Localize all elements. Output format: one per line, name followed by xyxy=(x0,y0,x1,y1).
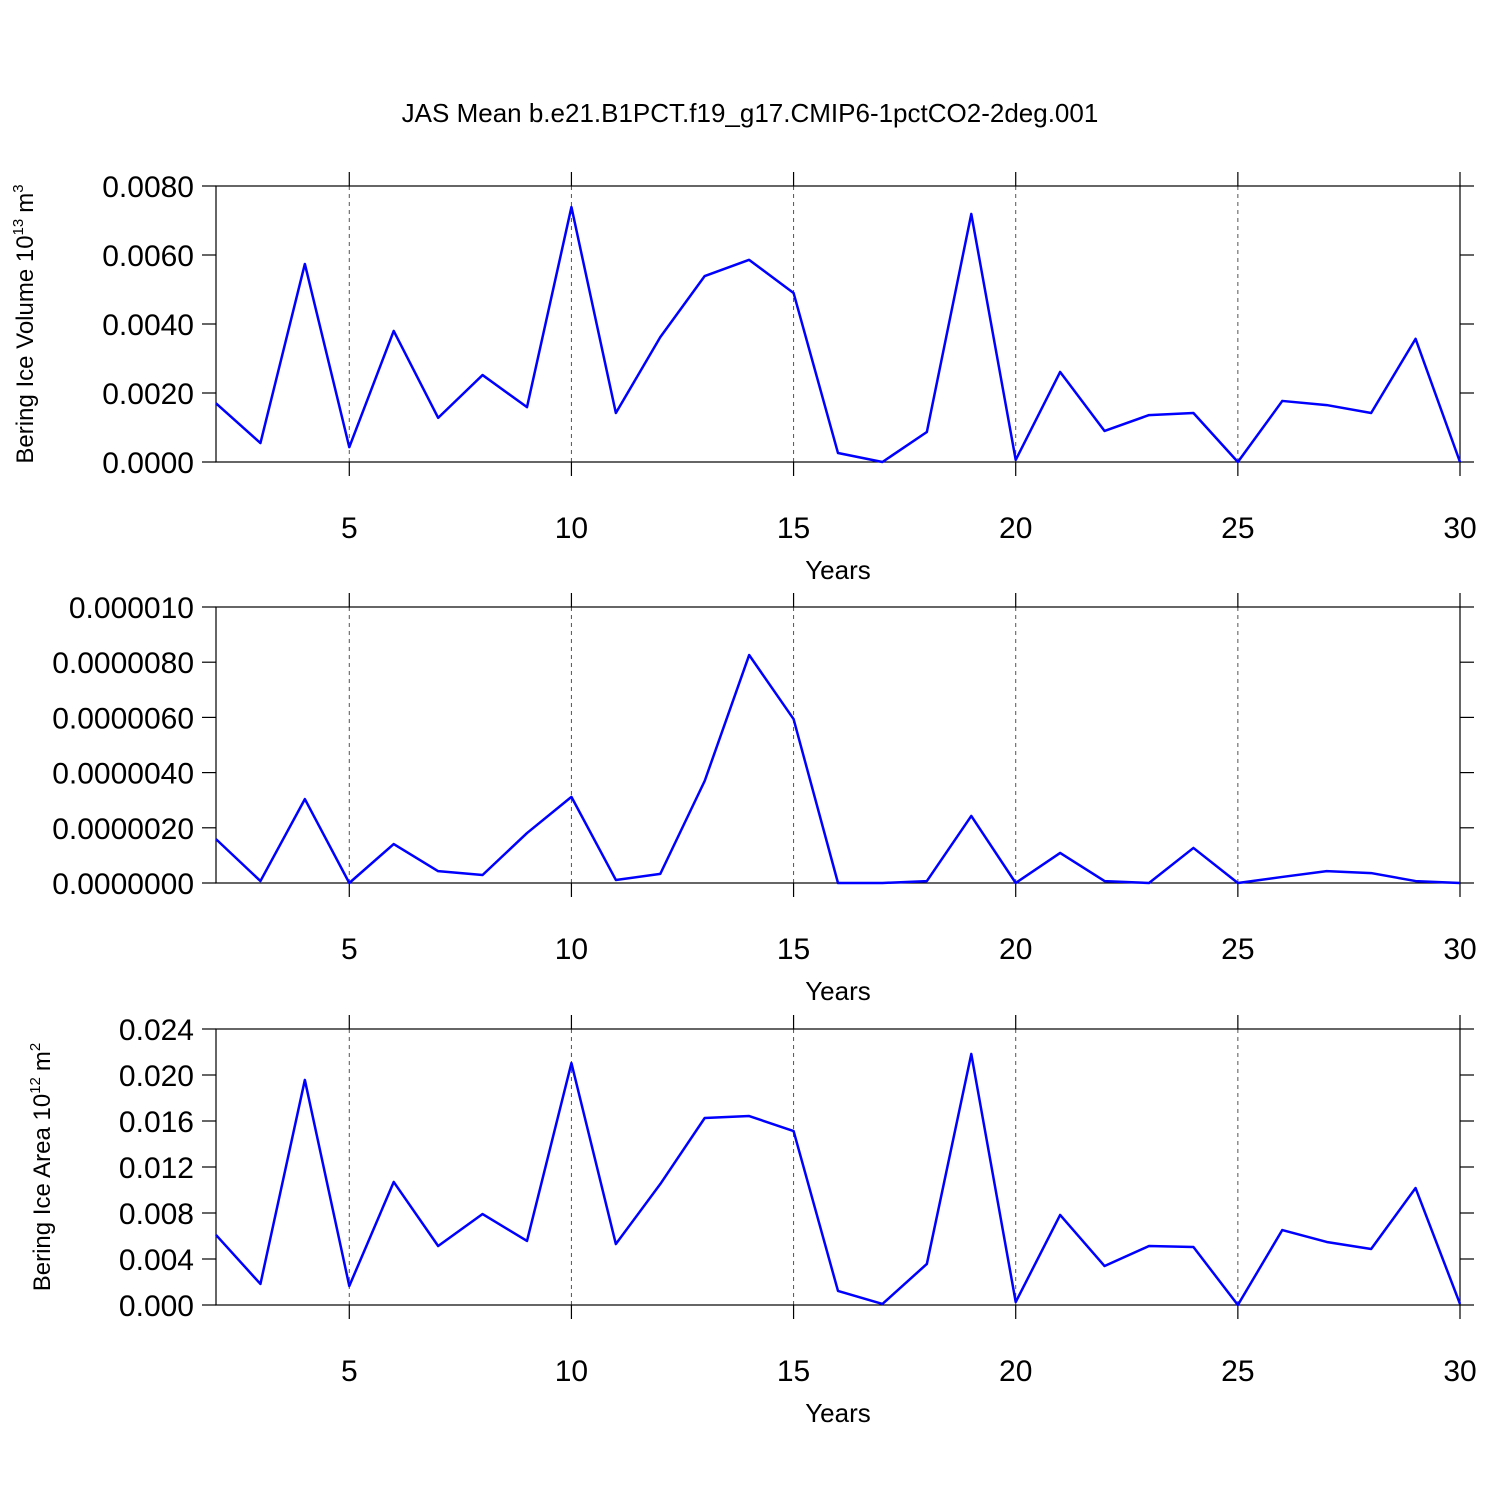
data-line xyxy=(215,653,1461,885)
y-tick-label: 0.000 xyxy=(119,1290,194,1323)
y-tick-label: 0.000010 xyxy=(69,592,194,625)
x-axis-label: Years xyxy=(805,555,871,585)
y-axis-label: Bering Ice Area 1012 m2 xyxy=(27,1043,56,1292)
y-axis-label-part: m xyxy=(29,1051,56,1071)
y-axis-label-sup: 2 xyxy=(27,1043,44,1051)
y-tick-label: 0.012 xyxy=(119,1152,194,1185)
y-tick-label: 0.0000060 xyxy=(52,702,194,735)
y-axis-label-part: m xyxy=(12,193,39,213)
y-tick-label: 0.020 xyxy=(119,1060,194,1093)
plot-frame xyxy=(215,1028,1461,1306)
x-tick-label: 10 xyxy=(555,1355,588,1388)
y-tick-label: 0.0000000 xyxy=(52,868,194,901)
y-tick-label: 0.0060 xyxy=(102,240,194,273)
y-axis-label-sup: 3 xyxy=(10,184,27,192)
y-axis-label-sup: 13 xyxy=(10,219,27,236)
x-tick-label: 10 xyxy=(555,512,588,545)
y-tick-label: 0.008 xyxy=(119,1198,194,1231)
x-tick-label: 20 xyxy=(999,1355,1032,1388)
x-tick-label: 20 xyxy=(999,512,1032,545)
data-line xyxy=(215,1052,1462,1307)
y-tick-label: 0.016 xyxy=(119,1106,194,1139)
y-tick-label: 0.0040 xyxy=(102,309,194,342)
x-tick-label: 30 xyxy=(1443,933,1476,966)
plot-frame xyxy=(215,606,1461,884)
y-axis-label-part: Bering Ice Area 10 xyxy=(29,1094,56,1291)
x-tick-label: 25 xyxy=(1221,1355,1254,1388)
x-tick-label: 30 xyxy=(1443,1355,1476,1388)
y-axis-label-part: Bering Ice Volume 10 xyxy=(12,235,39,463)
y-tick-label: 0.0000080 xyxy=(52,647,194,680)
y-axis-label: Bering Ice Volume 1013 m3 xyxy=(10,184,39,463)
y-axis-label-sup: 12 xyxy=(27,1077,44,1094)
x-tick-label: 25 xyxy=(1221,512,1254,545)
y-tick-label: 0.0020 xyxy=(102,378,194,411)
x-tick-label: 20 xyxy=(999,933,1032,966)
y-tick-label: 0.0000040 xyxy=(52,758,194,791)
x-tick-label: 5 xyxy=(341,933,358,966)
x-tick-label: 15 xyxy=(777,1355,810,1388)
y-tick-label: 0.0080 xyxy=(102,171,194,204)
x-tick-label: 5 xyxy=(341,1355,358,1388)
x-axis-label: Years xyxy=(805,976,871,1006)
y-tick-label: 0.0000020 xyxy=(52,813,194,846)
x-tick-label: 10 xyxy=(555,933,588,966)
x-tick-label: 15 xyxy=(777,512,810,545)
x-tick-label: 30 xyxy=(1443,512,1476,545)
plot-frame xyxy=(215,185,1461,463)
x-axis-label: Years xyxy=(805,1398,871,1428)
y-tick-label: 0.004 xyxy=(119,1244,194,1277)
x-tick-label: 15 xyxy=(777,933,810,966)
chart-title: JAS Mean b.e21.B1PCT.f19_g17.CMIP6-1pctC… xyxy=(402,98,1099,128)
x-tick-label: 25 xyxy=(1221,933,1254,966)
y-tick-label: 0.024 xyxy=(119,1014,194,1047)
y-tick-label: 0.0000 xyxy=(102,447,194,480)
data-line xyxy=(215,205,1462,464)
x-tick-label: 5 xyxy=(341,512,358,545)
